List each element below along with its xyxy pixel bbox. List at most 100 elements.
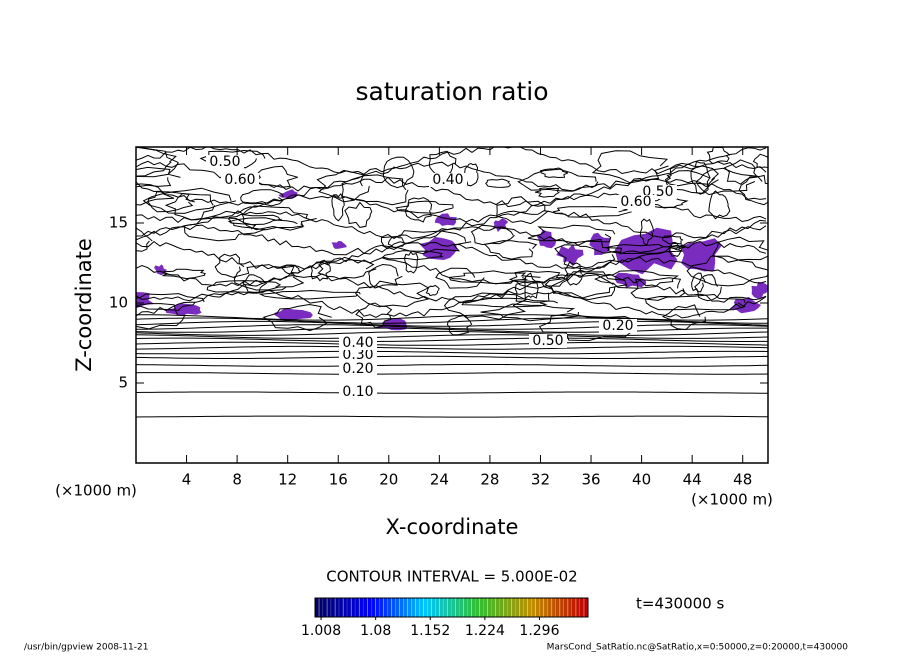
contour-line: [554, 239, 623, 270]
contour-line: [136, 364, 768, 367]
contour-line: [538, 313, 639, 342]
colorbar-cell: [323, 598, 328, 617]
contour-line: [136, 224, 767, 256]
contour-line: [639, 218, 655, 246]
contour-line: [686, 255, 768, 287]
colorbar-cell: [539, 598, 544, 617]
contour-line: [552, 206, 632, 218]
y-tick-label: 10: [109, 294, 128, 312]
shaded-region: [681, 238, 722, 272]
footer-right: MarsCond_SatRatio.nc@SatRatio,x=0:50000,…: [547, 643, 849, 653]
colorbar-cell: [467, 598, 472, 617]
contour-line: [136, 147, 177, 177]
colorbar-cell: [379, 598, 384, 617]
colorbar-cell: [503, 597, 508, 618]
colorbar-cell: [579, 598, 584, 617]
colorbar-cell: [463, 597, 468, 618]
colorbar-cell: [515, 598, 520, 617]
plot-frame: [135, 146, 769, 464]
contour-line: [136, 334, 768, 339]
contour-label: 0.10: [342, 384, 373, 400]
x-tick-label: 20: [379, 471, 398, 489]
contour-line: [136, 355, 768, 359]
contour-label: 0.50: [209, 154, 240, 170]
x-tick-label: 40: [632, 471, 651, 489]
colorbar-cell: [475, 598, 480, 617]
colorbar-cell: [423, 597, 428, 618]
colorbar-cell: [326, 597, 332, 618]
colorbar-cell: [451, 598, 456, 617]
colorbar-cell: [511, 597, 516, 618]
contour-line: [136, 341, 768, 346]
time-label: t=430000 s: [636, 595, 724, 613]
contour-label: 0.60: [224, 172, 255, 188]
contour-line: [341, 174, 409, 206]
x-tick-label: 44: [683, 471, 702, 489]
contour-line: [136, 324, 768, 330]
colorbar-cell: [563, 598, 568, 617]
contour-line: [136, 256, 767, 287]
contour-line: [136, 272, 767, 304]
colorbar-cell: [543, 597, 549, 618]
colorbar-cell: [559, 597, 565, 618]
colorbar-cell: [375, 597, 380, 618]
contour-line: [514, 281, 556, 303]
contour-line: [661, 304, 707, 331]
colorbar-cell: [567, 597, 573, 618]
contour-line: [136, 327, 768, 333]
x-axis-label: X-coordinate: [386, 515, 519, 539]
colorbar-cell: [551, 597, 557, 618]
colorbar-cell: [519, 597, 524, 618]
chart-title: saturation ratio: [355, 77, 548, 106]
colorbar-cell: [483, 598, 488, 617]
contour-line: [242, 274, 268, 294]
contours: 0.100.200.300.40 0.500.500.60 0.400.500.60…: [136, 147, 768, 418]
colorbar-cell: [479, 597, 484, 618]
colorbar-cell: [487, 597, 492, 618]
contour-line: [136, 293, 205, 311]
colorbar-cell: [571, 598, 576, 617]
contour-line: [462, 162, 479, 187]
contour-line: [162, 268, 206, 280]
contour-line: [136, 372, 768, 375]
contour-interval: CONTOUR INTERVAL = 5.000E-02: [326, 568, 577, 586]
contour-line: [527, 224, 616, 244]
colorbar-cell: [535, 597, 541, 618]
label-bg: [617, 195, 655, 209]
colorbar-cell: [439, 597, 444, 618]
contour-line: [448, 270, 541, 285]
colorbar-cell: [318, 597, 324, 618]
shaded-region: [274, 308, 313, 322]
x-tick-label: 36: [581, 471, 600, 489]
shaded-region: [492, 218, 509, 232]
contour-line: [691, 272, 706, 293]
colorbar-cell: [411, 598, 416, 617]
x-tick-label: 48: [733, 471, 752, 489]
contour-line: [227, 217, 305, 231]
contour-line: [136, 317, 768, 324]
contour-line: [142, 187, 237, 214]
contour-line: [496, 196, 549, 225]
colorbar-cell: [395, 598, 400, 617]
contour-line: [550, 271, 628, 301]
contour-line: [564, 260, 584, 286]
contour-line: [708, 190, 731, 220]
colorbar-cell: [443, 598, 448, 617]
colorbar-cell: [331, 598, 336, 617]
y-unit: (×1000 m): [55, 482, 137, 500]
colorbar-cell: [527, 597, 532, 618]
label-bg: [339, 336, 377, 350]
colorbar-cell: [447, 597, 452, 618]
contour-line: [136, 176, 767, 208]
contour-line: [164, 192, 216, 221]
contour-line: [435, 267, 485, 289]
contour-line: [723, 159, 759, 185]
colorbar-cell: [355, 598, 360, 617]
contour-line: [331, 192, 345, 222]
colorbar-cell: [555, 598, 560, 617]
contour-line: [425, 284, 440, 297]
contour-line: [630, 277, 686, 301]
colorbar-tick-label: 1.296: [519, 623, 559, 639]
contour-line: [483, 240, 538, 260]
